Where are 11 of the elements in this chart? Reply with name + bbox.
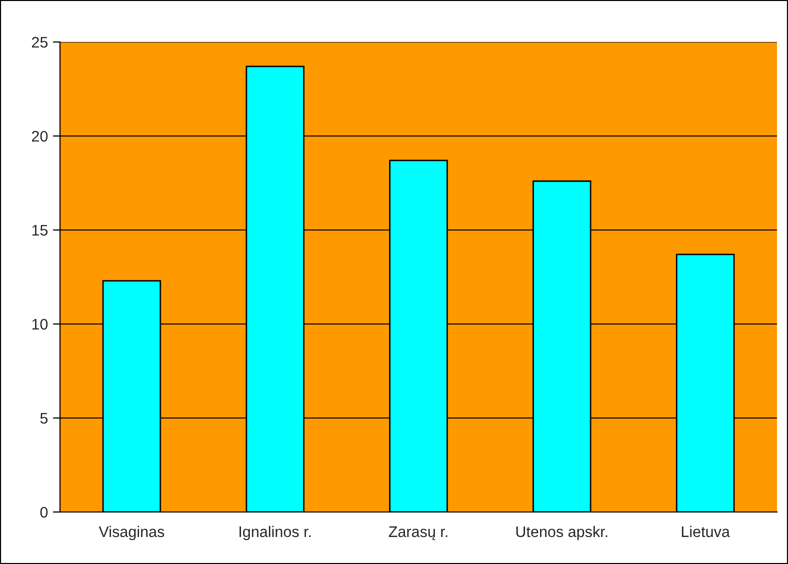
y-tick-label: 5 <box>40 413 48 424</box>
x-tick-label: Zarasų r. <box>388 526 448 540</box>
x-tick-label: Visaginas <box>98 526 164 540</box>
x-tick-label: Ignalinos r. <box>240 526 311 540</box>
y-tick-label: 20 <box>32 130 48 142</box>
x-tick-label: Utenos apskr. <box>516 526 608 540</box>
y-tick-label: 15 <box>32 225 48 236</box>
y-tick-label: 0 <box>40 506 48 518</box>
y-tick-label: 25 <box>32 36 48 48</box>
x-tick-label: Lietuva <box>682 526 730 538</box>
y-tick-label: 10 <box>32 318 48 330</box>
